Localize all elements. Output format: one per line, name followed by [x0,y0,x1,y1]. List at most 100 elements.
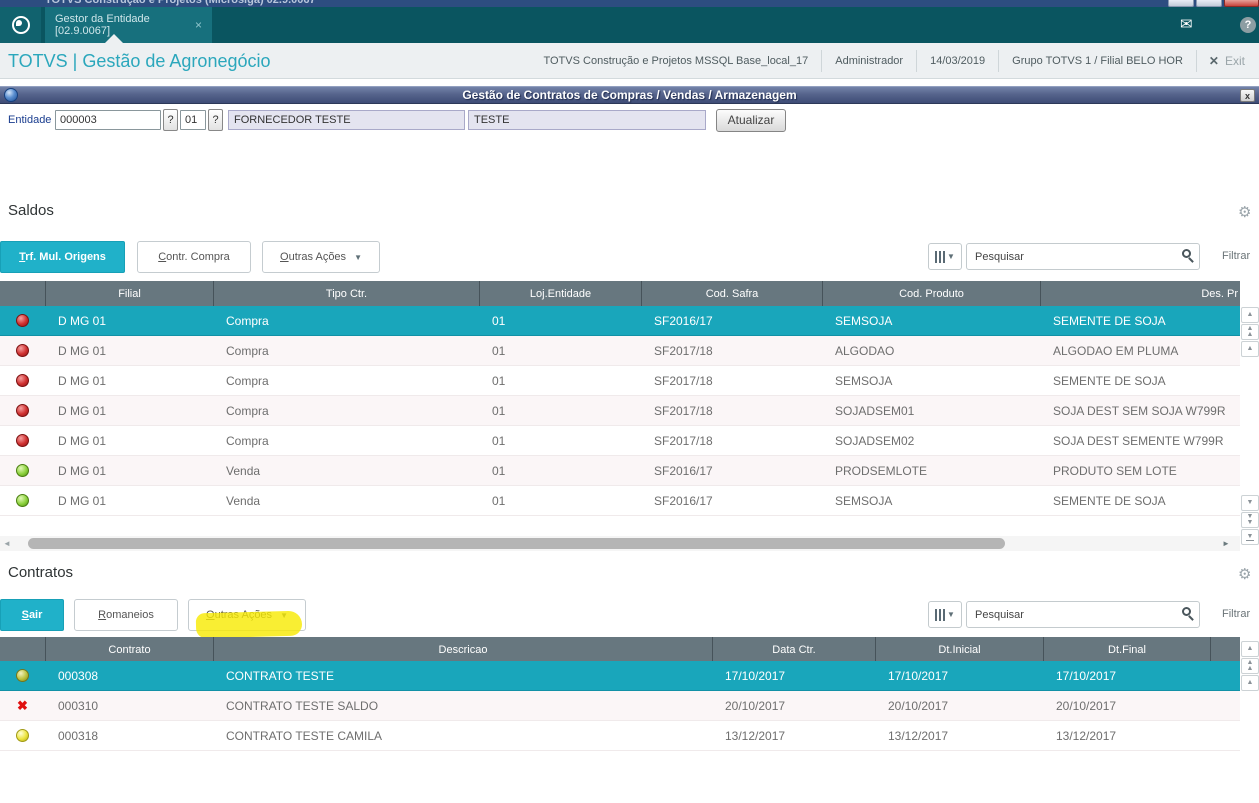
scroll-end-icon[interactable]: ▼ [1241,529,1259,545]
saldos-table-row[interactable]: D MG 01 Venda 01 SF2016/17 PRODSEMLOTE PRODUT… [0,456,1240,486]
row-status-cell [0,306,45,335]
page-down-icon[interactable]: ▼ ▼ [1241,512,1259,528]
contratos-outras-acoes-button[interactable]: Outras Ações ▼ [188,599,306,631]
status-yellow-icon [16,729,29,742]
entity-nickname-field: TESTE [468,110,706,130]
table-cell: PRODUTO SEM LOTE [1053,463,1177,478]
column-header[interactable] [0,281,45,306]
table-cell: 000318 [58,728,99,743]
help-icon[interactable]: ? [1240,17,1256,33]
column-header[interactable]: Descricao [213,637,712,662]
tab-close-icon[interactable]: × [194,18,202,32]
saldos-table-row[interactable]: D MG 01 Compra 01 SF2017/18 ALGODAO ALGODAO E… [0,336,1240,366]
contratos-search-input[interactable] [966,601,1200,628]
scroll-top-icon[interactable]: ▲ [1241,341,1259,357]
page-up-icon[interactable]: ▲ ▲ [1241,324,1259,340]
status-red-icon [16,404,29,417]
table-cell [1210,661,1240,690]
scroll-down-icon[interactable]: ▼ [1241,495,1259,511]
saldos-table-row[interactable]: D MG 01 Venda 01 SF2016/17 SEMSOJA SEMENTE DE… [0,486,1240,516]
column-header[interactable]: Tipo Ctr. [213,281,479,306]
table-cell: SF2016/17 [654,313,713,328]
dropdown-caret-icon: ▼ [947,252,955,261]
scroll-left-icon[interactable]: ◄ [3,539,11,548]
column-header[interactable]: Cod. Produto [822,281,1040,306]
saldos-table-row[interactable]: D MG 01 Compra 01 SF2017/18 SEMSOJA SEMENTE D… [0,366,1240,396]
row-status-cell [0,396,45,425]
table-cell: CONTRATO TESTE SALDO [226,698,379,713]
totvs-logo[interactable] [0,7,41,43]
contratos-settings-gear-icon[interactable]: ⚙ [1238,566,1252,583]
column-header[interactable]: Data Ctr. [712,637,875,662]
entity-store-lookup-button[interactable]: ? [208,109,223,131]
scroll-up-icon[interactable]: ▲ [1241,641,1259,657]
date-label: 14/03/2019 [930,55,986,67]
tab-label: Gestor da Entidade [02.9.0067] [55,13,150,37]
table-cell: 01 [492,463,506,478]
table-cell: SF2017/18 [654,373,713,388]
trf-mul-origens-button[interactable]: Trf. Mul. Origens [0,241,125,273]
table-cell: CONTRATO TESTE [226,668,335,683]
table-cell: 01 [492,433,506,448]
contratos-filter-link[interactable]: Filtrar [1222,608,1251,620]
saldos-table-row[interactable]: D MG 01 Compra 01 SF2017/18 SOJADSEM01 SOJA D… [0,396,1240,426]
contratos-table-row[interactable]: 000318 CONTRATO TESTE CAMILA 13/12/2017 13/… [0,721,1240,751]
entity-store-input[interactable] [180,110,206,130]
row-status-cell [0,426,45,455]
window-close-button[interactable] [1224,0,1259,7]
exit-button[interactable]: ✕ Exit [1197,54,1257,68]
saldos-scroll-top-controls: ▲ ▲ ▲ ▲ [1241,307,1259,358]
sair-button[interactable]: Sair [0,599,64,631]
saldos-column-chooser-button[interactable]: ▼ [928,243,962,270]
romaneios-button[interactable]: Romaneios [74,599,178,631]
saldos-table-row[interactable]: D MG 01 Compra 01 SF2016/17 SEMSOJA SEMENTE D… [0,306,1240,336]
table-cell: D MG 01 [58,313,107,328]
saldos-section-title: Saldos [8,202,54,219]
column-header[interactable] [0,637,45,662]
window-minimize-button[interactable] [1168,0,1194,7]
table-cell: 13/12/2017 [888,728,949,743]
column-header[interactable]: Dt.Inicial [875,637,1043,662]
search-icon[interactable] [1182,607,1191,616]
entity-code-input[interactable] [55,110,161,130]
contr-compra-button[interactable]: Contr. Compra [137,241,251,273]
contratos-table-row[interactable]: 000308 CONTRATO TESTE 17/10/2017 17/10/2017… [0,661,1240,691]
contratos-column-chooser-button[interactable]: ▼ [928,601,962,628]
dialog-app-icon [4,88,18,102]
column-header[interactable]: Loj.Entidade [479,281,641,306]
saldos-settings-gear-icon[interactable]: ⚙ [1238,204,1252,221]
mail-icon[interactable]: ✉ [1180,16,1193,33]
column-header[interactable]: Dt.Final [1043,637,1210,662]
contratos-section-title: Contratos [8,564,74,581]
column-header[interactable]: Contrato [45,637,213,662]
refresh-button[interactable]: Atualizar [716,109,786,132]
table-cell: SEMENTE DE SOJA [1053,313,1166,328]
column-header[interactable]: Des. Pr [1040,281,1240,306]
column-header[interactable]: Filial [45,281,213,306]
table-cell: 20/10/2017 [725,698,786,713]
status-green-icon [16,464,29,477]
search-icon[interactable] [1182,249,1191,258]
scroll-right-icon[interactable]: ► [1222,539,1230,548]
saldos-outras-acoes-button[interactable]: Outras Ações ▼ [262,241,380,273]
window-maximize-button[interactable] [1196,0,1222,7]
entity-code-lookup-button[interactable]: ? [163,109,178,131]
header-status-bar: TOTVS Construção e Projetos MSSQL Base_l… [530,43,1257,79]
tab-gestor-da-entidade[interactable]: Gestor da Entidade [02.9.0067] × [45,7,212,43]
horizontal-scroll-thumb[interactable] [28,538,1005,549]
dialog-close-button[interactable]: x [1240,89,1255,102]
column-header[interactable] [1210,637,1240,662]
saldos-horizontal-scrollbar[interactable]: ◄ ► [0,536,1240,551]
scroll-top-icon[interactable]: ▲ [1241,675,1259,691]
window-title: TOTVS Construção e Projetos (Microsiga) … [45,0,316,6]
saldos-table-row[interactable]: D MG 01 Compra 01 SF2017/18 SOJADSEM02 SOJA D… [0,426,1240,456]
page-up-icon[interactable]: ▲ ▲ [1241,658,1259,674]
scroll-up-icon[interactable]: ▲ [1241,307,1259,323]
app-header: TOTVS | Gestão de Agronegócio TOTVS Cons… [0,43,1259,79]
column-header[interactable]: Cod. Safra [641,281,822,306]
saldos-search-input[interactable] [966,243,1200,270]
contratos-table-row[interactable]: ✖ 000310 CONTRATO TESTE SALDO 20/10/2017 20/… [0,691,1240,721]
saldos-filter-link[interactable]: Filtrar [1222,250,1251,262]
table-cell: 01 [492,343,506,358]
